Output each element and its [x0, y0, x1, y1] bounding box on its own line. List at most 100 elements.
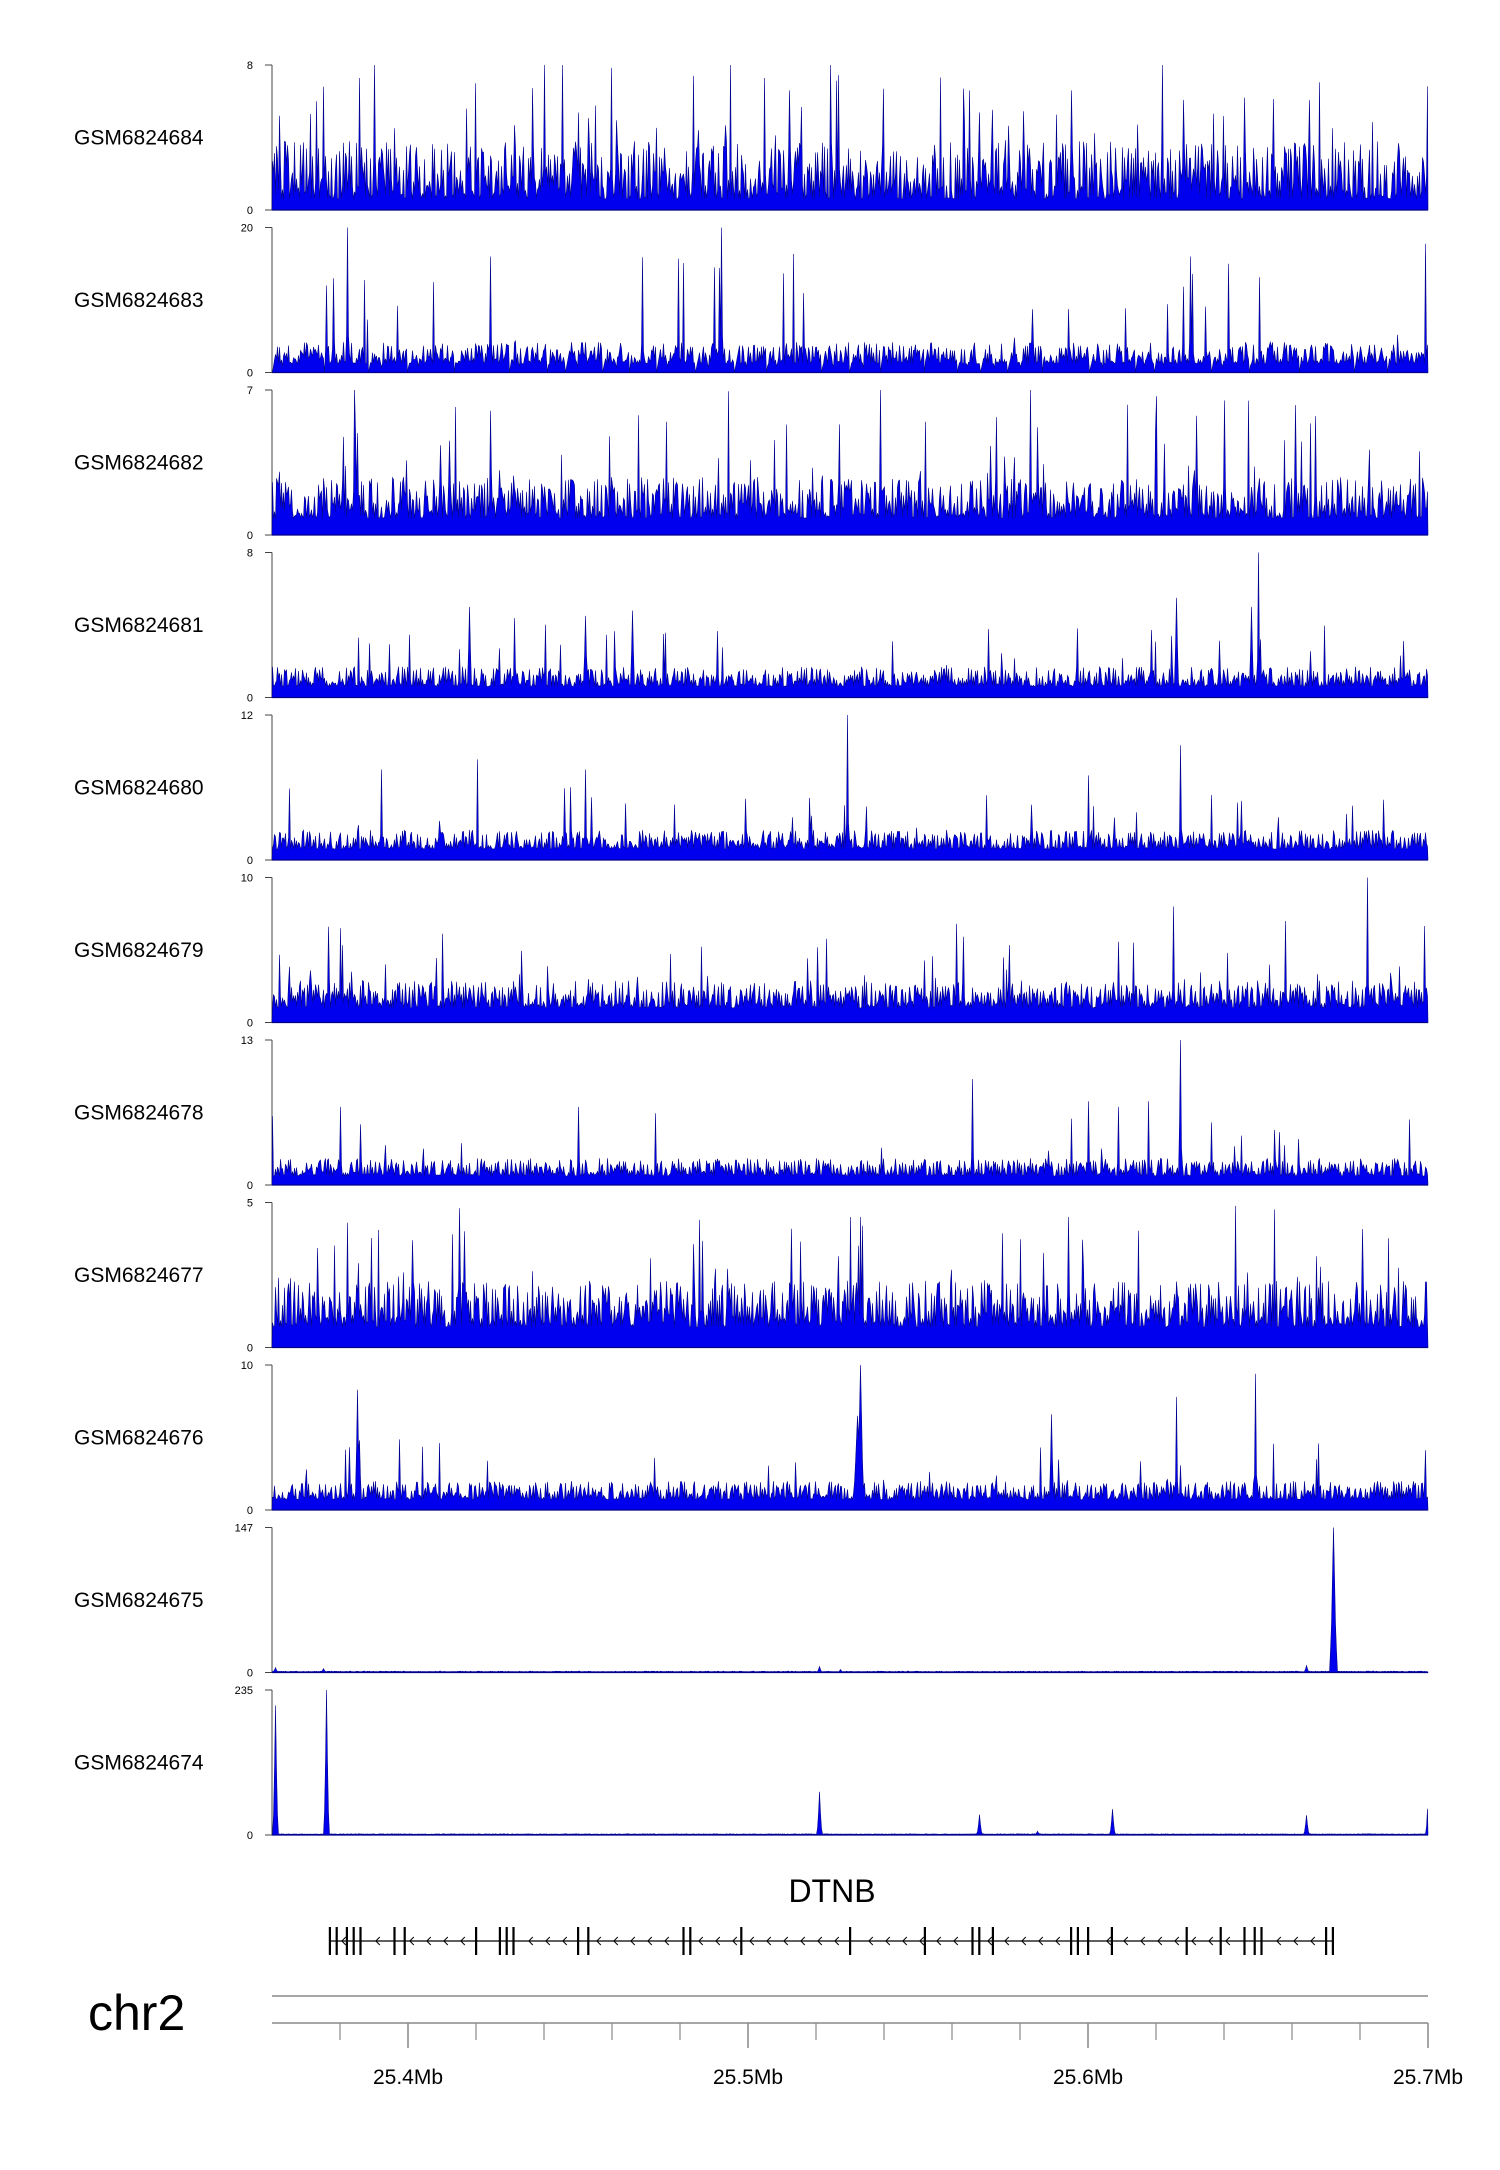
- strand-arrow: [936, 1936, 942, 1946]
- strand-arrow: [664, 1936, 670, 1946]
- gene-exon: [328, 1927, 331, 1955]
- gene-exon: [1331, 1927, 1334, 1955]
- strand-arrow: [834, 1936, 840, 1946]
- gene-exon: [689, 1927, 692, 1955]
- y-axis-max-label: 13: [241, 1035, 253, 1047]
- signal-area: [271, 389, 1429, 536]
- y-axis-min-label: 0: [247, 855, 253, 867]
- strand-arrow: [528, 1936, 534, 1946]
- strand-arrow: [562, 1936, 568, 1946]
- strand-arrow: [596, 1936, 602, 1946]
- y-axis-max-label: 10: [241, 1360, 253, 1372]
- strand-arrow: [1004, 1936, 1010, 1946]
- strand-arrow: [1157, 1936, 1163, 1946]
- track-GSM6824680: GSM6824680 12 0: [74, 710, 1429, 867]
- signal-area: [271, 1364, 1429, 1511]
- strand-arrow: [766, 1936, 772, 1946]
- track-GSM6824676: GSM6824676 10 0: [74, 1360, 1429, 1517]
- gene-exon: [923, 1927, 926, 1955]
- gene-exon: [1325, 1927, 1328, 1955]
- gene-exon: [1260, 1927, 1263, 1955]
- strand-arrow: [1208, 1936, 1214, 1946]
- gene-exon: [1070, 1927, 1073, 1955]
- gene-exon: [991, 1927, 994, 1955]
- strand-arrow: [409, 1936, 415, 1946]
- strand-arrow: [1225, 1936, 1231, 1946]
- track-label: GSM6824676: [74, 1427, 204, 1450]
- track-GSM6824674: GSM6824674 235 0: [74, 1685, 1429, 1842]
- track-label: GSM6824677: [74, 1264, 204, 1287]
- gene-exon: [403, 1927, 406, 1955]
- strand-arrow: [460, 1936, 466, 1946]
- y-axis-max-label: 10: [241, 873, 253, 885]
- genome-tick-label: 25.7Mb: [1393, 2066, 1463, 2089]
- track-GSM6824679: GSM6824679 10 0: [74, 873, 1429, 1030]
- strand-arrow: [545, 1936, 551, 1946]
- strand-arrow: [953, 1936, 959, 1946]
- gene-exon: [1243, 1927, 1246, 1955]
- strand-arrow: [715, 1936, 721, 1946]
- track-label: GSM6824674: [74, 1752, 204, 1775]
- genome-ticks: 25.4Mb 25.5Mb 25.6Mb 25.7Mb: [272, 1995, 1463, 2089]
- track-GSM6824681: GSM6824681 8 0: [74, 548, 1429, 705]
- track-GSM6824682: GSM6824682 7 0: [74, 385, 1429, 542]
- track-GSM6824675: GSM6824675 147 0: [74, 1523, 1429, 1680]
- track-label: GSM6824683: [74, 289, 204, 312]
- track-GSM6824683: GSM6824683 20 0: [74, 223, 1429, 380]
- gene-exon: [978, 1927, 981, 1955]
- track-GSM6824677: GSM6824677 5 0: [74, 1198, 1429, 1355]
- gene-track: DTNB: [328, 1873, 1334, 1955]
- genome-tick-label: 25.6Mb: [1053, 2066, 1123, 2089]
- gene-exon: [512, 1927, 515, 1955]
- signal-area: [271, 714, 1429, 861]
- strand-arrow: [1055, 1936, 1061, 1946]
- y-axis-max-label: 20: [241, 223, 253, 235]
- y-axis-max-label: 12: [241, 710, 253, 722]
- gene-model: [328, 1927, 1334, 1955]
- strand-arrow: [1174, 1936, 1180, 1946]
- gene-exon: [849, 1927, 852, 1955]
- strand-arrow: [630, 1936, 636, 1946]
- signal-area: [271, 1689, 1429, 1836]
- gene-exon: [475, 1927, 478, 1955]
- track-label: GSM6824675: [74, 1589, 204, 1612]
- gene-exon: [971, 1927, 974, 1955]
- y-axis-min-label: 0: [247, 205, 253, 217]
- track-label: GSM6824684: [74, 127, 204, 150]
- signal-area: [271, 552, 1429, 698]
- strand-arrow: [783, 1936, 789, 1946]
- track-label: GSM6824679: [74, 939, 204, 962]
- track-label: GSM6824678: [74, 1102, 204, 1125]
- strand-arrow: [817, 1936, 823, 1946]
- strand-arrow: [341, 1936, 347, 1946]
- gene-exon: [1087, 1927, 1090, 1955]
- gene-exon: [335, 1927, 338, 1955]
- strand-arrow: [443, 1936, 449, 1946]
- strand-arrow: [1276, 1936, 1282, 1946]
- track-label: GSM6824680: [74, 777, 204, 800]
- strand-arrow: [800, 1936, 806, 1946]
- strand-arrow: [698, 1936, 704, 1946]
- track-GSM6824678: GSM6824678 13 0: [74, 1035, 1429, 1192]
- y-axis-min-label: 0: [247, 368, 253, 380]
- strand-arrow: [1310, 1936, 1316, 1946]
- y-axis-min-label: 0: [247, 1830, 253, 1842]
- gene-exon: [505, 1927, 508, 1955]
- signal-area: [271, 877, 1429, 1023]
- track-label: GSM6824681: [74, 614, 204, 637]
- signal-area: [271, 1527, 1429, 1673]
- signal-area: [271, 1205, 1429, 1348]
- gene-exon: [577, 1927, 580, 1955]
- gene-name-label: DTNB: [788, 1873, 875, 1909]
- y-axis-min-label: 0: [247, 1018, 253, 1030]
- strand-arrow: [426, 1936, 432, 1946]
- y-axis-max-label: 7: [247, 385, 253, 397]
- strand-arrow: [987, 1936, 993, 1946]
- gene-exon: [352, 1927, 355, 1955]
- gene-exon: [587, 1927, 590, 1955]
- chromosome-label: chr2: [88, 1985, 185, 2041]
- strand-arrow: [1293, 1936, 1299, 1946]
- y-axis-max-label: 147: [235, 1523, 253, 1535]
- y-axis-min-label: 0: [247, 693, 253, 705]
